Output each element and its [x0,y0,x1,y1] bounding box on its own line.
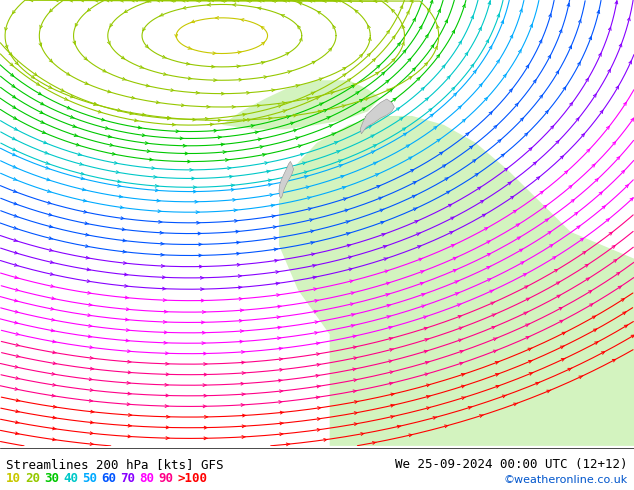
Polygon shape [279,161,294,198]
Text: 70: 70 [120,472,136,485]
Text: >100: >100 [178,472,207,485]
Text: 30: 30 [44,472,60,485]
Polygon shape [222,80,380,129]
Polygon shape [360,99,394,134]
Text: 80: 80 [139,472,155,485]
Text: ©weatheronline.co.uk: ©weatheronline.co.uk [503,475,628,485]
Text: Streamlines 200 hPa [kts] GFS: Streamlines 200 hPa [kts] GFS [6,458,224,471]
Text: 90: 90 [158,472,174,485]
Text: 40: 40 [63,472,79,485]
Text: 60: 60 [101,472,117,485]
Text: 50: 50 [82,472,98,485]
Text: 20: 20 [25,472,41,485]
Text: 10: 10 [6,472,22,485]
Text: We 25-09-2024 00:00 UTC (12+12): We 25-09-2024 00:00 UTC (12+12) [395,458,628,471]
Polygon shape [279,116,634,446]
